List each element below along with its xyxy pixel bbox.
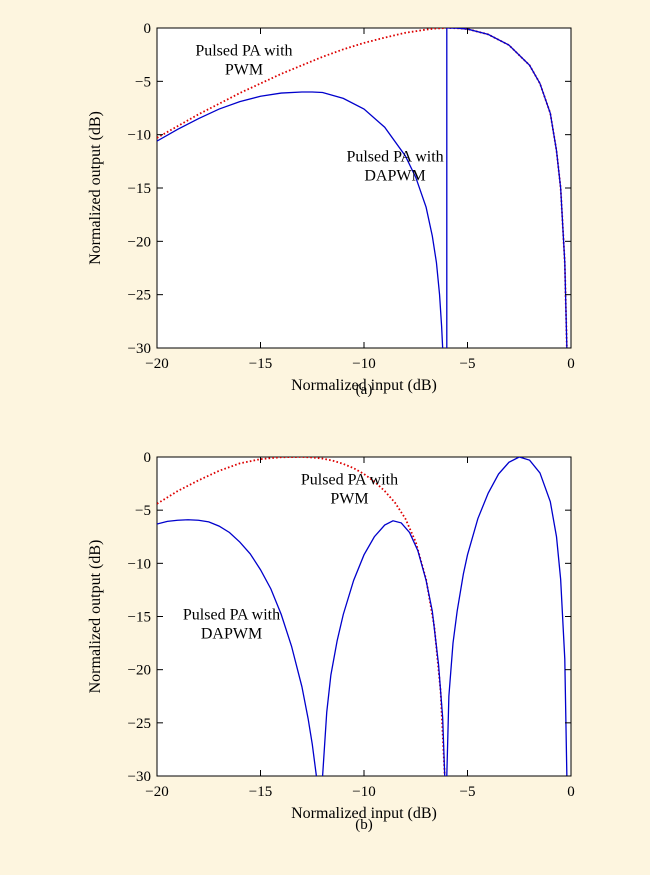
y-tick-label: −30 bbox=[128, 769, 151, 785]
x-tick-label: −10 bbox=[352, 784, 375, 800]
y-tick-label: 0 bbox=[144, 450, 152, 466]
x-axis-label: Normalized input (dB) bbox=[291, 805, 437, 822]
panel-label: (b) bbox=[355, 817, 373, 833]
x-tick-label: −10 bbox=[352, 356, 375, 372]
x-tick-label: −15 bbox=[249, 356, 272, 372]
x-tick-label: −5 bbox=[460, 784, 476, 800]
annotation-1: Pulsed PA with DAPWM bbox=[346, 148, 443, 184]
annotation-1: Pulsed PA with DAPWM bbox=[183, 607, 280, 643]
x-axis-label: Normalized input (dB) bbox=[291, 377, 437, 394]
series-dapwm-line-1 bbox=[321, 520, 446, 776]
y-tick-label: −20 bbox=[128, 663, 151, 679]
annotation-0: Pulsed PA with PWM bbox=[195, 43, 292, 79]
y-tick-label: −20 bbox=[128, 234, 151, 250]
series-dapwm-line-0 bbox=[157, 519, 318, 776]
y-tick-label: 0 bbox=[144, 21, 152, 37]
annotation-0: Pulsed PA with PWM bbox=[301, 472, 398, 508]
x-tick-label: −5 bbox=[460, 356, 476, 372]
x-tick-label: 0 bbox=[567, 784, 575, 800]
series-dapwm-line-2 bbox=[446, 28, 568, 348]
series-dapwm-line-0 bbox=[157, 91, 444, 348]
plot-area bbox=[156, 27, 572, 349]
x-tick-label: −20 bbox=[145, 356, 168, 372]
y-tick-label: −25 bbox=[128, 288, 151, 304]
y-tick-label: −10 bbox=[128, 128, 151, 144]
y-tick-label: −30 bbox=[128, 341, 151, 357]
y-tick-label: −5 bbox=[135, 503, 151, 519]
chart-panel-a: −20 −15 −10 −5 0 0 −5 −10 −15 −20 −25 −30 Normalized… bbox=[87, 21, 575, 398]
y-tick-label: −15 bbox=[128, 181, 151, 197]
y-tick-label: −25 bbox=[128, 716, 151, 732]
series-dapwm-line-2 bbox=[446, 457, 568, 776]
panel-label: (a) bbox=[356, 382, 373, 398]
y-tick-label: −15 bbox=[128, 610, 151, 626]
chart-panel-b: −20 −15 −10 −5 0 0 −5 −10 −15 −20 −25 −30 Normalized… bbox=[87, 450, 575, 833]
x-tick-label: 0 bbox=[567, 356, 575, 372]
y-axis-label: Normalized output (dB) bbox=[87, 540, 104, 694]
x-tick-label: −15 bbox=[249, 784, 272, 800]
y-tick-label: −5 bbox=[135, 74, 151, 90]
y-axis-label: Normalized output (dB) bbox=[87, 111, 104, 265]
y-tick-label: −10 bbox=[128, 556, 151, 572]
x-tick-label: −20 bbox=[145, 784, 168, 800]
